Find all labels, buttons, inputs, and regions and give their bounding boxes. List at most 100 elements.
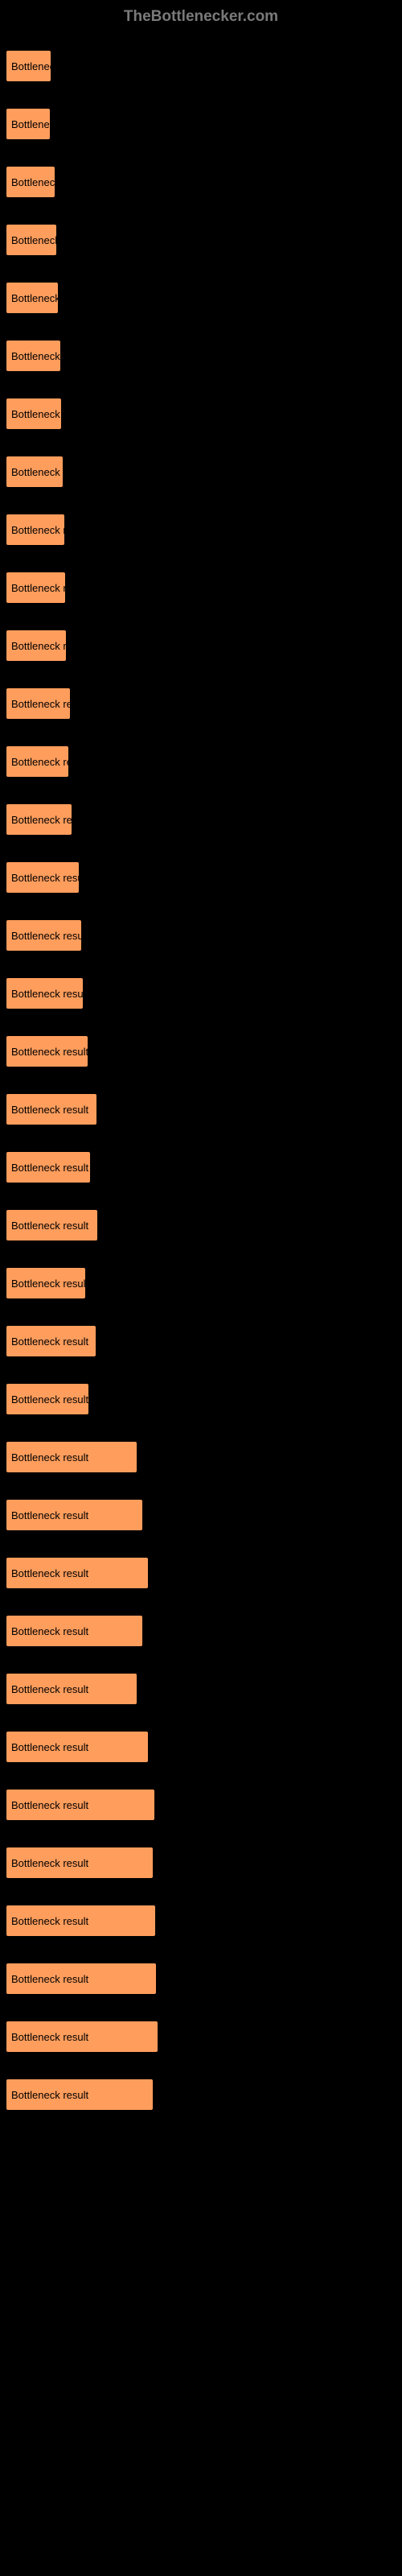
bar-value-label: 52. [158,2089,172,2101]
chart-bar: Bottleneck result [6,1442,137,1472]
bar-series-label: Bottleneck result [6,1046,88,1058]
bar-series-label: Bottleneck result [6,1451,88,1463]
bar-series-label: Bottleneck result [6,1104,88,1116]
bar-value-label: 54.4 [162,2031,183,2043]
chart-row: Bottleneck result 49 [6,1602,396,1660]
chart-row: Bottleneck result [6,964,396,1022]
bar-series-label: Bottleneck result [6,118,50,130]
chart-row: Bottleneck result 51. [6,1544,396,1602]
chart-bar: Bottleneck result [6,1732,148,1762]
bar-series-label: Bottleneck result [6,1625,88,1637]
bar-value-label: 51. [153,1741,167,1753]
bar-series-label: Bottleneck result [6,524,64,536]
bottleneck-chart: Bottleneck resultBottleneck resultBottle… [6,37,396,2124]
bar-series-label: Bottleneck result [6,292,58,304]
bar-series-label: Bottleneck result [6,988,83,1000]
bar-series-label: Bottleneck result [6,1220,88,1232]
chart-bar: Bottleneck result [6,1210,97,1241]
bar-series-label: Bottleneck result [6,1335,88,1348]
bar-series-label: Bottleneck result [6,350,60,362]
chart-bar: Bottleneck result [6,688,70,719]
chart-row: Bottleneck result53.5 [6,1892,396,1950]
bar-series-label: Bottleneck result [6,1278,85,1290]
chart-bar: Bottleneck result [6,283,58,313]
chart-bar: Bottleneck result [6,225,56,255]
chart-bar: Bottleneck result [6,572,65,603]
chart-bar: Bottleneck result [6,862,79,893]
chart-bar: Bottleneck result [6,51,51,81]
bar-series-label: Bottleneck result [6,1857,88,1869]
chart-bar: Bottleneck result [6,920,81,951]
chart-row: Bottleneck result [6,1022,396,1080]
chart-row: Bottleneck result [6,559,396,617]
chart-row: Bottleneck result [6,385,396,443]
chart-row: Bottleneck result [6,37,396,95]
bar-series-label: Bottleneck result [6,234,56,246]
bar-series-label: Bottleneck result [6,930,81,942]
bar-series-label: Bottleneck result [6,1393,88,1406]
chart-row: Bottleneck result [6,211,396,269]
bar-series-label: Bottleneck result [6,698,70,710]
bar-series-label: Bottleneck result [6,1162,88,1174]
bar-value-label: 53.2 [159,1799,179,1811]
bar-series-label: Bottleneck result [6,2031,88,2043]
bar-series-label: Bottleneck result [6,408,61,420]
chart-row: Bottleneck result [6,791,396,848]
chart-bar: Bottleneck result [6,456,63,487]
chart-row: Bottleneck result 53.2 [6,1776,396,1834]
bar-value-label: 51. [153,1567,167,1579]
chart-row: Bottleneck result [6,443,396,501]
bar-value-label: 4 [142,1683,147,1695]
bar-series-label: Bottleneck result [6,1799,88,1811]
chart-bar: Bottleneck result [6,1036,88,1067]
chart-row: Bottleneck result 51. [6,1718,396,1776]
bar-series-label: Bottleneck result [6,466,63,478]
chart-row: Bottleneck result [6,906,396,964]
chart-bar: Bottleneck result [6,1616,142,1646]
chart-bar: Bottleneck result [6,1500,142,1530]
chart-row: Bottleneck result [6,95,396,153]
bar-series-label: Bottleneck result [6,1741,88,1753]
chart-row: Bottleneck result [6,1138,396,1196]
bar-series-label: Bottleneck result [6,60,51,72]
chart-row: Bottleneck result [6,1254,396,1312]
chart-bar: Bottleneck result [6,1905,155,1936]
chart-row: Bottleneck result 4 [6,1428,396,1486]
bar-series-label: Bottleneck result [6,176,55,188]
chart-row: Bottleneck result [6,675,396,733]
chart-row: Bottleneck result [6,1312,396,1370]
chart-row: Bottleneck result 52. [6,2066,396,2124]
chart-row: Bottleneck result [6,1080,396,1138]
chart-bar: Bottleneck result [6,514,64,545]
chart-bar: Bottleneck result [6,109,50,139]
chart-bar: Bottleneck result [6,2021,158,2052]
bar-value-label: 49 [147,1625,158,1637]
chart-bar: Bottleneck result [6,630,66,661]
chart-row: Bottleneck result [6,1196,396,1254]
bar-value-label: 52.5 [158,1857,178,1869]
chart-row: Bottleneck result 52.5 [6,1834,396,1892]
bar-series-label: Bottleneck result [6,1567,88,1579]
chart-bar: Bottleneck result [6,1963,156,1994]
bar-value-label: 49 [147,1509,158,1521]
bar-series-label: Bottleneck result [6,1915,88,1927]
chart-row: Bottleneck result [6,617,396,675]
chart-row: Bottleneck result [6,327,396,385]
chart-row: Bottleneck result [6,848,396,906]
bar-series-label: Bottleneck result [6,1509,88,1521]
bar-value-label: 4 [142,1451,147,1463]
bar-series-label: Bottleneck result [6,2089,88,2101]
chart-bar: Bottleneck result [6,1268,85,1298]
chart-bar: Bottleneck result [6,1558,148,1588]
chart-bar: Bottleneck result [6,978,83,1009]
bar-series-label: Bottleneck result [6,1973,88,1985]
chart-bar: Bottleneck result [6,2079,153,2110]
chart-row: Bottleneck result [6,153,396,211]
chart-bar: Bottleneck result [6,1790,154,1820]
chart-bar: Bottleneck result [6,1847,153,1878]
bar-series-label: Bottleneck result [6,1683,88,1695]
chart-bar: Bottleneck result [6,746,68,777]
chart-bar: Bottleneck result [6,1152,90,1183]
chart-row: Bottleneck result 54.4 [6,2008,396,2066]
bar-series-label: Bottleneck result [6,582,65,594]
